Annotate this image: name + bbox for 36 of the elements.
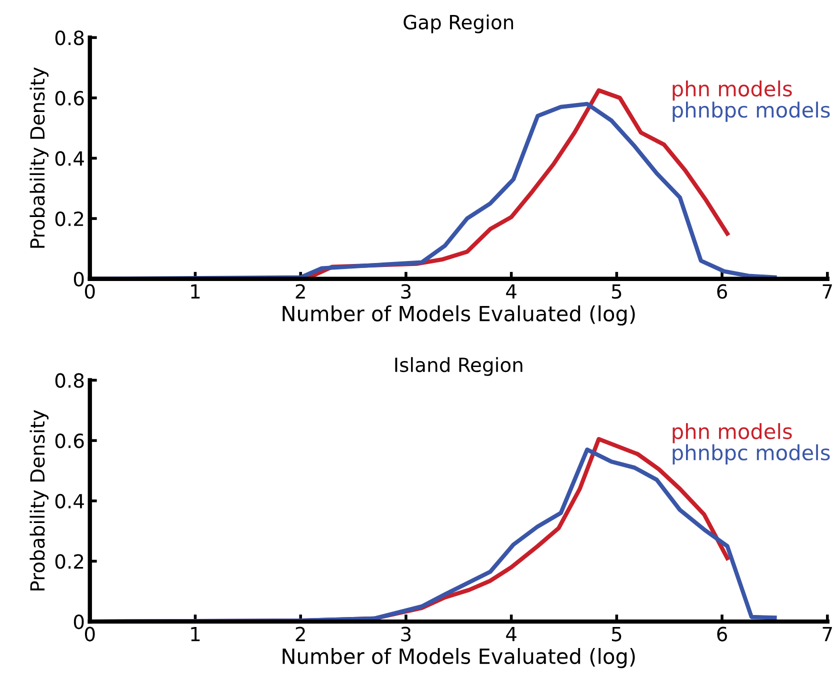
y-tick-label: 0.4 [55, 494, 84, 509]
y-tick-label: 0.8 [55, 30, 84, 46]
chart-title: Gap Region [404, 14, 514, 34]
y-axis-title: Probability Density [30, 410, 49, 590]
x-axis-title: Number of Models Evaluated (log) [282, 305, 635, 326]
y-tick-label: 0.2 [55, 554, 84, 569]
x-tick-label: 4 [506, 284, 516, 299]
x-tick-label: 5 [612, 284, 622, 299]
text: phn models [672, 80, 792, 101]
x-tick-label: 2 [296, 284, 305, 299]
y-tick-label: 0.4 [55, 151, 84, 166]
x-tick-label: 2 [296, 626, 305, 642]
y-tick-label: 0.2 [55, 212, 84, 226]
x-tick-label: 1 [191, 284, 200, 299]
x-tick-label: 5 [612, 626, 622, 642]
x-tick-label: 1 [191, 626, 200, 642]
y-tick-label: 0.6 [55, 434, 84, 448]
y-tick-label: 0 [74, 272, 84, 287]
x-tick-label: 3 [401, 284, 411, 299]
x-axis-title: Number of Models Evaluated (log) [282, 648, 635, 668]
y-tick-label: 0.6 [55, 90, 84, 106]
text: phnbpc models [672, 102, 830, 122]
y-axis-title: Probability Density [30, 67, 49, 248]
x-tick-label: 4 [506, 626, 516, 642]
y-tick-label: 0 [74, 614, 84, 630]
x-tick-label: 7 [822, 626, 832, 642]
x-tick-label: 6 [717, 626, 727, 642]
x-tick-label: 7 [822, 284, 832, 299]
series-label: phnbpc models [672, 444, 830, 464]
x-tick-label: 0 [84, 626, 95, 642]
x-tick-label: 3 [401, 626, 411, 642]
series-label: phn models [672, 423, 792, 444]
x-tick-label: 0 [84, 284, 95, 299]
chart-title: Island Region [395, 357, 522, 376]
x-tick-label: 6 [717, 284, 727, 299]
y-tick-label: 0.8 [55, 373, 84, 388]
